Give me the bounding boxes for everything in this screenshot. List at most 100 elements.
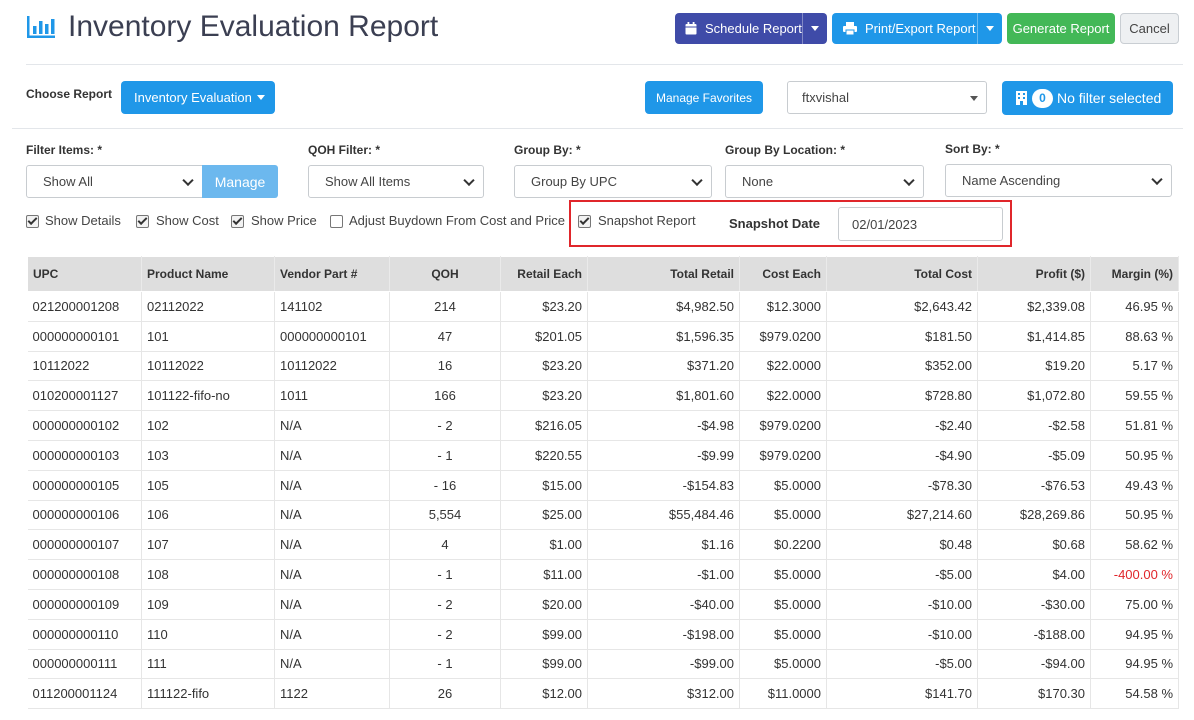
filter-count-badge: 0 xyxy=(1032,88,1053,108)
chevron-down-icon[interactable] xyxy=(811,26,819,31)
manage-favorites-button[interactable]: Manage Favorites xyxy=(645,81,763,114)
generate-report-button[interactable]: Generate Report xyxy=(1007,13,1115,44)
table-cell: $4,982.50 xyxy=(587,291,740,322)
table-cell: $0.48 xyxy=(826,529,978,561)
group-by-location-select[interactable]: None xyxy=(725,165,924,198)
snapshot-date-label: Snapshot Date xyxy=(729,216,821,231)
table-cell: -$2.40 xyxy=(826,410,978,441)
filter-items-label: Filter Items: * xyxy=(26,143,103,157)
table-cell: - 1 xyxy=(389,559,501,590)
table-cell: 105 xyxy=(141,470,275,501)
table-cell: $23.20 xyxy=(500,291,588,322)
table-cell: 5.17 % xyxy=(1090,351,1179,382)
table-cell: 46.95 % xyxy=(1090,291,1179,322)
table-cell: -$154.83 xyxy=(587,470,740,501)
table-cell: 4 xyxy=(389,529,501,561)
table-row: 000000000108 108 N/A - 1 $11.00 -$1.00 $5.0000… xyxy=(27,559,1179,590)
column-header[interactable]: Total Cost xyxy=(826,256,978,292)
table-body: 021200001208 02112022 141102 214 $23.20 $4,98… xyxy=(27,291,1179,710)
print-export-report-button[interactable]: Print/Export Report xyxy=(832,13,1002,44)
column-header[interactable]: Total Retail xyxy=(587,256,740,292)
user-select[interactable]: ftxvishal xyxy=(787,81,987,114)
table-cell: $5.0000 xyxy=(739,559,827,590)
table-cell: N/A xyxy=(274,440,390,471)
show-price-checkbox[interactable] xyxy=(231,215,244,228)
manage-filter-button[interactable]: Manage xyxy=(202,165,278,198)
column-header[interactable]: QOH xyxy=(389,256,501,292)
schedule-report-button[interactable]: Schedule Report xyxy=(675,13,827,44)
table-cell: 010200001127 xyxy=(27,380,142,412)
table-cell: N/A xyxy=(274,619,390,650)
table-header-row: UPC Product Name Vendor Part # QOH Retail Ea… xyxy=(27,256,1179,292)
table-cell: -$5.09 xyxy=(977,440,1091,471)
table-cell: $728.80 xyxy=(826,380,978,412)
column-header[interactable]: Product Name xyxy=(141,256,275,292)
adjust-buydown-label: Adjust Buydown From Cost and Price xyxy=(349,213,566,228)
table-cell: N/A xyxy=(274,500,390,531)
chevron-down-icon[interactable] xyxy=(986,26,994,31)
snapshot-report-checkbox[interactable] xyxy=(578,215,591,228)
table-cell: $5.0000 xyxy=(739,649,827,680)
chevron-down-icon xyxy=(970,96,978,101)
cancel-button[interactable]: Cancel xyxy=(1120,13,1179,44)
snapshot-date-input[interactable]: 02/01/2023 xyxy=(838,207,1003,241)
column-header[interactable]: UPC xyxy=(27,256,142,292)
table-cell: 101122-fifo-no xyxy=(141,380,275,412)
column-header[interactable]: Profit ($) xyxy=(977,256,1091,292)
table-cell: $12.00 xyxy=(500,678,588,710)
filter-status-button[interactable]: 0 No filter selected xyxy=(1002,81,1173,115)
table-cell: $220.55 xyxy=(500,440,588,471)
table-cell: 94.95 % xyxy=(1090,649,1179,680)
table-cell: 26 xyxy=(389,678,501,710)
table-cell: $11.0000 xyxy=(739,678,827,710)
table-cell: $11.00 xyxy=(500,559,588,590)
table-cell: -$4.98 xyxy=(587,410,740,441)
table-cell: $99.00 xyxy=(500,649,588,680)
table-cell: -$1.00 xyxy=(587,559,740,590)
adjust-buydown-checkbox[interactable] xyxy=(330,215,343,228)
sort-by-select[interactable]: Name Ascending xyxy=(945,164,1172,197)
column-header[interactable]: Margin (%) xyxy=(1090,256,1179,292)
snapshot-report-label: Snapshot Report xyxy=(598,213,696,228)
table-cell: 000000000105 xyxy=(27,470,142,501)
report-dropdown-button[interactable]: Inventory Evaluation xyxy=(121,81,275,114)
table-cell: -$5.00 xyxy=(826,559,978,590)
table-cell: 94.95 % xyxy=(1090,619,1179,650)
group-by-select[interactable]: Group By UPC xyxy=(514,165,712,198)
table-cell: 000000000111 xyxy=(27,649,142,680)
table-cell: $23.20 xyxy=(500,351,588,382)
column-header[interactable]: Retail Each xyxy=(500,256,588,292)
table-cell: -$10.00 xyxy=(826,619,978,650)
chevron-down-icon xyxy=(1151,173,1163,185)
show-cost-checkbox[interactable] xyxy=(136,215,149,228)
table-cell: 107 xyxy=(141,529,275,561)
table-cell: 58.62 % xyxy=(1090,529,1179,561)
table-cell: 166 xyxy=(389,380,501,412)
table-row: 000000000107 107 N/A 4 $1.00 $1.16 $0.2200 $0.4… xyxy=(27,529,1179,561)
table-cell: 108 xyxy=(141,559,275,590)
table-cell: $22.0000 xyxy=(739,380,827,412)
table-cell: $23.20 xyxy=(500,380,588,412)
table-cell: $4.00 xyxy=(977,559,1091,590)
table-cell: $5.0000 xyxy=(739,619,827,650)
column-header[interactable]: Vendor Part # xyxy=(274,256,390,292)
table-cell: $979.0200 xyxy=(739,410,827,441)
table-cell: 101 xyxy=(141,321,275,352)
table-cell: 47 xyxy=(389,321,501,352)
table-cell: $216.05 xyxy=(500,410,588,441)
table-cell: -$9.99 xyxy=(587,440,740,471)
table-cell: -$5.00 xyxy=(826,649,978,680)
table-cell: $181.50 xyxy=(826,321,978,352)
show-details-checkbox[interactable] xyxy=(26,215,39,228)
table-cell: -$30.00 xyxy=(977,589,1091,620)
qoh-filter-select[interactable]: Show All Items xyxy=(308,165,484,198)
table-cell: 000000000102 xyxy=(27,410,142,441)
table-cell: $1,072.80 xyxy=(977,380,1091,412)
table-cell: $19.20 xyxy=(977,351,1091,382)
column-header[interactable]: Cost Each xyxy=(739,256,827,292)
show-price-label: Show Price xyxy=(251,213,317,228)
schedule-report-label: Schedule Report xyxy=(705,21,802,36)
filter-items-select[interactable]: Show All xyxy=(26,165,203,198)
table-cell: 102 xyxy=(141,410,275,441)
chevron-down-icon xyxy=(903,174,915,186)
